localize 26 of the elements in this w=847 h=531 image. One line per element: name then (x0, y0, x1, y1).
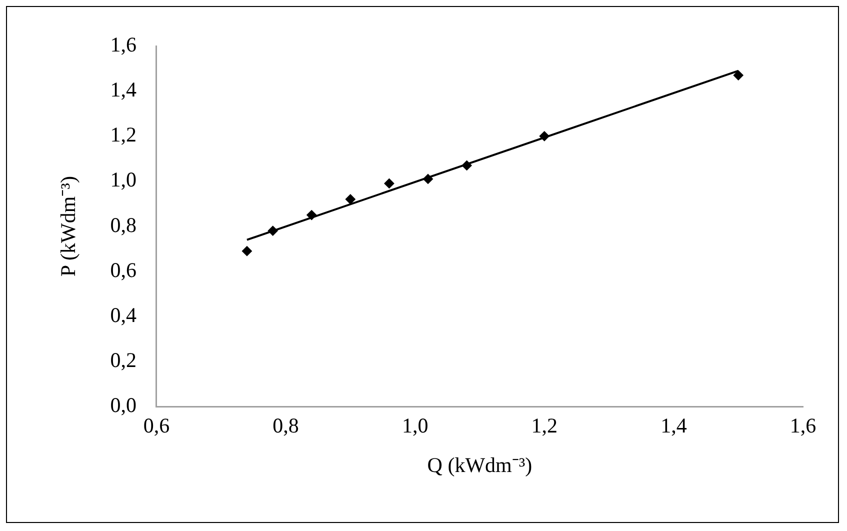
x-axis-title: Q (kWdm⁻³) (427, 452, 532, 477)
point (539, 131, 550, 142)
point (242, 246, 252, 256)
point (345, 194, 356, 204)
y-axis-title: P (kWdm⁻³) (56, 176, 80, 277)
y-tick-label: 1,6 (110, 32, 136, 57)
point (733, 70, 744, 80)
y-tick-label: 1,2 (110, 122, 136, 147)
x-tick-label: 1,2 (531, 414, 558, 438)
point (268, 226, 278, 236)
x-tick-label: 1,4 (660, 414, 688, 438)
x-tick-label: 0,6 (143, 414, 170, 438)
y-tick-label: 0,2 (110, 348, 136, 372)
y-tick-label: 0,4 (110, 302, 137, 327)
point (384, 178, 394, 188)
x-tick-label: 1,6 (790, 414, 816, 438)
y-tick-label: 1,0 (110, 168, 136, 192)
x-tick-label: 0,8 (272, 414, 299, 438)
x-tick-label: 1,0 (402, 414, 428, 438)
y-tick-label: 0,0 (110, 393, 136, 418)
y-tick-label: 1,4 (110, 78, 137, 102)
y-tick-label: 0,8 (110, 212, 136, 237)
y-tick-label: 0,6 (110, 258, 136, 282)
point (462, 160, 472, 170)
point (423, 174, 433, 184)
point (306, 210, 317, 220)
